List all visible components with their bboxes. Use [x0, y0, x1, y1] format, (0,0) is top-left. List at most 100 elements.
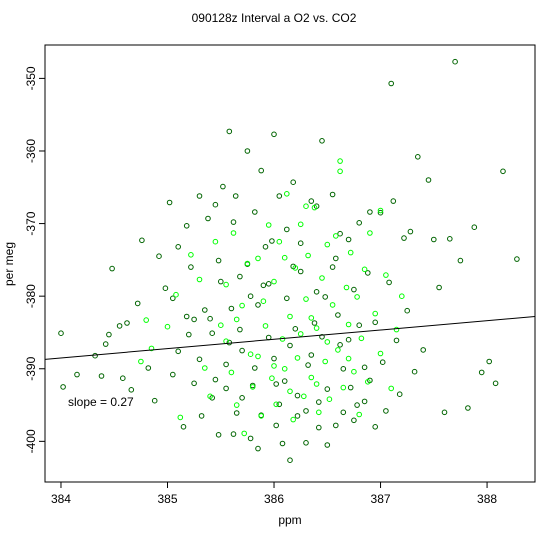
data-point-dark-105: [372, 319, 379, 326]
data-point-dark-133: [311, 320, 318, 326]
data-point-dark-60: [329, 191, 336, 198]
data-point-dark-71: [383, 408, 389, 414]
x-tick-label-385: 385: [157, 492, 177, 506]
data-point-dark-114: [319, 334, 325, 340]
data-point-dark-157: [230, 431, 237, 437]
data-point-dark-59: [324, 442, 331, 448]
data-point-dark-16: [156, 253, 162, 260]
data-point-dark-135: [333, 255, 339, 262]
data-point-light-5: [177, 414, 184, 421]
data-point-light-70: [337, 168, 343, 175]
data-point-dark-131: [191, 380, 197, 387]
data-point-dark-144: [365, 270, 371, 276]
data-point-dark-66: [356, 220, 363, 226]
data-point-dark-156: [316, 424, 322, 431]
data-point-light-47: [326, 396, 333, 403]
data-point-light-25: [269, 375, 275, 382]
data-point-dark-76: [407, 228, 414, 235]
data-point-dark-27: [205, 215, 211, 222]
data-point-dark-52: [294, 413, 301, 419]
y-tick-label-380: -380: [24, 284, 38, 308]
data-point-light-81: [345, 355, 352, 362]
data-point-dark-31: [220, 183, 226, 190]
data-point-dark-109: [228, 305, 235, 312]
data-point-dark-119: [351, 286, 357, 293]
data-point-light-30: [281, 366, 288, 372]
data-point-dark-111: [196, 356, 203, 363]
data-point-dark-38: [244, 148, 251, 154]
data-points: [58, 58, 520, 464]
y-tick-label-350: -350: [24, 66, 38, 90]
data-point-light-74: [297, 331, 304, 337]
y-axis-label: per meg: [2, 242, 16, 286]
data-point-light-68: [399, 293, 405, 300]
data-point-dark-42: [258, 167, 265, 174]
data-point-light-52: [340, 384, 347, 391]
data-point-dark-37: [239, 395, 245, 401]
data-point-dark-141: [322, 294, 329, 300]
data-point-dark-40: [252, 209, 258, 215]
data-point-dark-89: [486, 358, 493, 365]
data-point-dark-146: [411, 368, 418, 375]
data-point-light-1: [143, 317, 149, 323]
data-point-dark-138: [252, 365, 258, 371]
data-point-dark-45: [271, 131, 277, 138]
data-point-dark-69: [372, 424, 379, 430]
data-point-dark-44: [265, 281, 272, 287]
data-point-light-71: [303, 203, 309, 209]
data-point-light-16: [239, 302, 245, 309]
data-point-dark-20: [175, 244, 181, 250]
data-point-light-6: [188, 252, 194, 258]
data-point-dark-35: [232, 193, 239, 199]
y-tick-label-360: -360: [24, 139, 38, 163]
data-point-dark-102: [223, 361, 229, 368]
data-point-light-69: [377, 207, 384, 214]
data-point-dark-81: [436, 284, 442, 291]
data-point-dark-48: [279, 440, 286, 447]
data-point-dark-145: [183, 313, 190, 320]
x-tick-label-388: 388: [477, 492, 497, 506]
data-point-light-40: [308, 374, 315, 381]
data-point-dark-116: [218, 278, 224, 285]
data-point-dark-86: [465, 405, 471, 411]
data-point-dark-43: [262, 244, 269, 250]
data-point-dark-28: [209, 330, 215, 337]
data-point-light-9: [207, 393, 213, 400]
chart-title: 090128z Interval a O2 vs. CO2: [192, 11, 357, 25]
data-point-dark-49: [284, 226, 290, 233]
data-point-dark-78: [420, 347, 427, 353]
data-point-light-53: [343, 284, 350, 291]
data-point-dark-53: [297, 240, 304, 246]
data-point-light-45: [322, 358, 329, 365]
data-point-dark-30: [215, 432, 222, 438]
data-point-light-38: [303, 296, 309, 302]
data-point-dark-14: [145, 365, 152, 371]
data-point-light-79: [260, 298, 267, 305]
data-point-dark-90: [492, 380, 499, 387]
data-point-light-12: [223, 281, 229, 288]
data-point-light-17: [241, 430, 247, 437]
data-point-dark-64: [345, 236, 352, 243]
data-point-light-4: [173, 291, 179, 298]
data-point-light-27: [273, 401, 280, 408]
data-point-light-50: [335, 347, 341, 353]
data-point-dark-22: [183, 223, 190, 229]
plot-frame: [44, 44, 536, 483]
y-tick-label-390: -390: [24, 356, 38, 380]
data-point-light-34: [292, 265, 299, 271]
data-point-light-20: [249, 384, 256, 390]
data-point-dark-18: [166, 199, 173, 206]
data-point-dark-95: [308, 352, 315, 358]
data-point-light-28: [276, 238, 283, 245]
data-point-dark-148: [273, 422, 280, 429]
data-point-dark-126: [340, 366, 347, 372]
data-point-light-21: [255, 255, 261, 262]
data-point-dark-118: [186, 331, 192, 338]
x-tick-label-386: 386: [264, 492, 284, 506]
data-point-dark-15: [151, 397, 158, 404]
data-point-light-62: [367, 230, 373, 236]
data-point-dark-101: [345, 336, 352, 343]
data-point-light-14: [230, 230, 237, 236]
data-point-dark-26: [198, 413, 205, 419]
